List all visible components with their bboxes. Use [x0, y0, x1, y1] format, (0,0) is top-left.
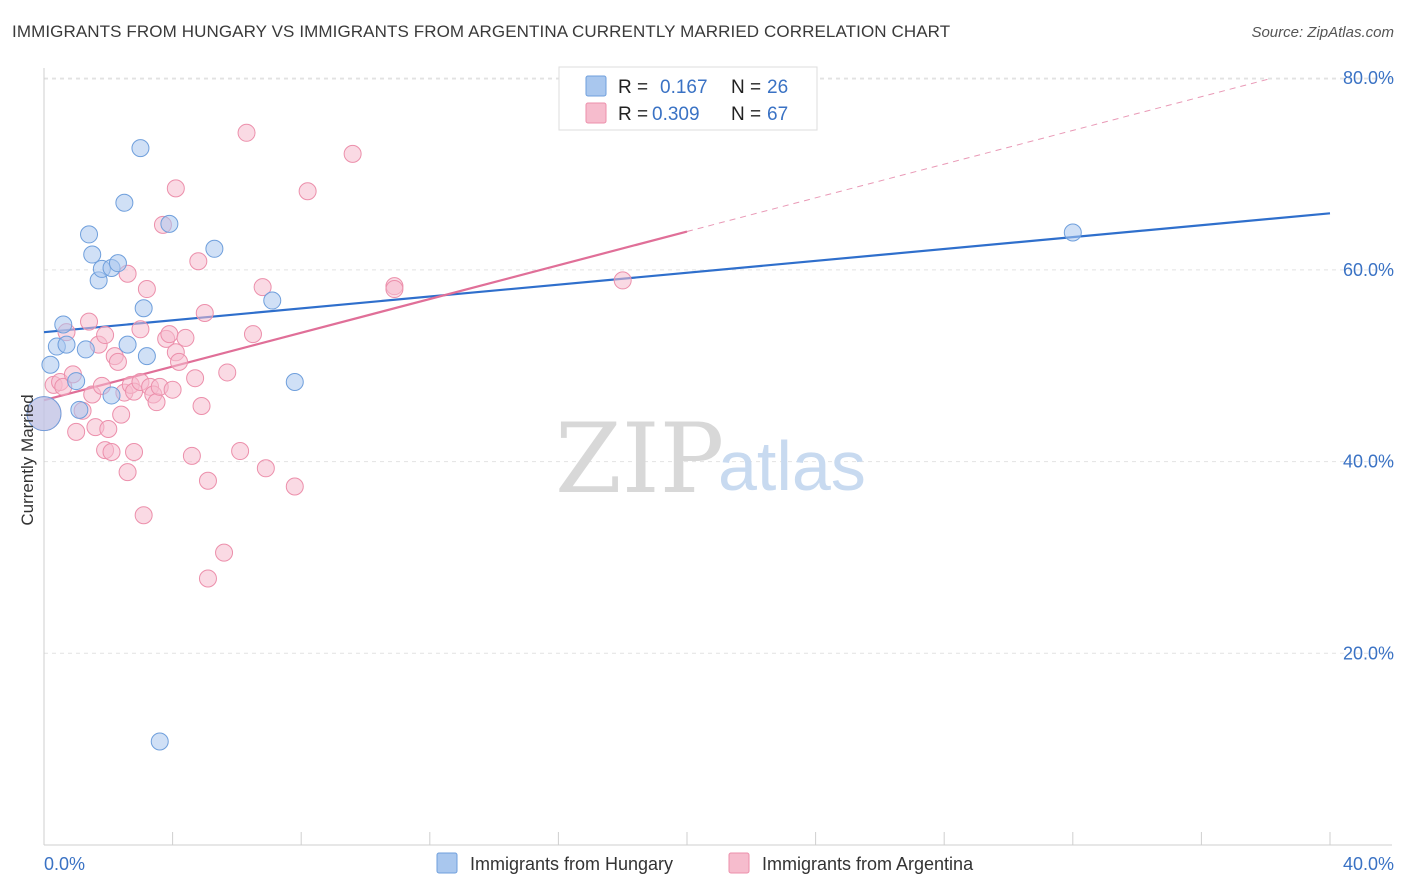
argentina-n-label: N =: [731, 104, 761, 125]
hungary-swatch: [585, 75, 607, 97]
argentina-point: [385, 280, 404, 299]
hungary-point: [150, 732, 169, 751]
chart-title: IMMIGRANTS FROM HUNGARY VS IMMIGRANTS FR…: [12, 22, 951, 41]
argentina-point: [170, 352, 189, 371]
argentina-r-label: R =: [618, 104, 648, 125]
argentina-point: [298, 182, 317, 201]
argentina-point: [163, 380, 182, 399]
hungary-point: [76, 340, 95, 359]
argentina-point: [186, 369, 205, 388]
hungary-point: [160, 214, 179, 233]
gridlines: [44, 77, 1392, 654]
argentina-point: [198, 569, 217, 588]
argentina-point: [253, 278, 272, 297]
trend-lines: [43, 77, 1331, 402]
y-tick-labels: 20.0% 40.0% 60.0% 80.0%: [1343, 68, 1394, 663]
hungary-point: [263, 291, 282, 310]
argentina-point: [99, 419, 118, 438]
argentina-point: [237, 123, 256, 142]
argentina-point: [160, 325, 179, 344]
watermark-zip: ZIP: [555, 403, 724, 515]
argentina-point: [118, 463, 137, 482]
hungary-trend-line: [43, 212, 1331, 334]
y-tick-label: 60.0%: [1343, 260, 1394, 280]
hungary-n-label: N =: [731, 77, 761, 98]
hungary-point: [54, 315, 73, 334]
hungary-point: [41, 355, 60, 374]
series-legend: Immigrants from Hungary Immigrants from …: [436, 852, 974, 874]
argentina-point: [285, 477, 304, 496]
legend-argentina-swatch: [728, 852, 750, 874]
hungary-point: [205, 239, 224, 258]
argentina-point: [102, 443, 121, 461]
hungary-n-value: 26: [767, 77, 788, 98]
hungary-point: [102, 386, 121, 405]
y-axis-label: Currently Married: [18, 394, 37, 525]
argentina-point: [80, 312, 99, 331]
watermark: ZIP atlas: [555, 403, 866, 515]
argentina-point: [131, 320, 150, 339]
argentina-point: [195, 304, 214, 323]
argentina-trend-line: [43, 230, 688, 402]
hungary-point: [26, 396, 62, 432]
argentina-point: [134, 506, 153, 525]
hungary-point: [115, 193, 134, 212]
legend-argentina-label: Immigrants from Argentina: [762, 854, 974, 874]
hungary-point: [118, 335, 137, 354]
hungary-point: [80, 225, 99, 244]
x-tick-label-min: 0.0%: [44, 854, 85, 874]
argentina-point: [231, 442, 250, 461]
argentina-point: [343, 144, 362, 163]
argentina-point: [182, 446, 201, 465]
hungary-point: [67, 372, 86, 391]
hungary-point: [137, 347, 156, 366]
hungary-point: [285, 373, 304, 392]
data-points: [26, 123, 1082, 751]
hungary-r-value: 0.167: [660, 77, 708, 98]
axes: [43, 68, 1392, 846]
argentina-point: [613, 271, 632, 290]
argentina-point: [67, 422, 86, 441]
argentina-r-value: 0.309: [652, 104, 700, 125]
stats-legend: R = 0.167 N = 26 R = 0.309 N = 67: [558, 66, 818, 131]
argentina-point: [198, 471, 217, 490]
hungary-point: [1063, 223, 1082, 242]
argentina-point: [96, 326, 115, 345]
argentina-point: [166, 179, 185, 198]
argentina-point: [215, 543, 234, 562]
hungary-point: [131, 139, 150, 158]
argentina-swatch: [585, 102, 607, 124]
y-tick-label: 20.0%: [1343, 643, 1394, 663]
y-tick-label: 80.0%: [1343, 68, 1394, 88]
x-tick-label-max: 40.0%: [1343, 854, 1394, 874]
watermark-atlas: atlas: [718, 427, 866, 505]
argentina-point: [125, 443, 144, 461]
argentina-point: [243, 325, 262, 344]
argentina-n-value: 67: [767, 104, 788, 125]
y-tick-label: 40.0%: [1343, 452, 1394, 472]
hungary-point: [108, 254, 127, 273]
hungary-r-label: R =: [618, 77, 648, 98]
argentina-trend-extension: [686, 77, 1273, 233]
source-credit: Source: ZipAtlas.com: [1251, 24, 1394, 41]
argentina-point: [218, 363, 237, 382]
hungary-point: [134, 299, 153, 318]
argentina-point: [112, 405, 131, 424]
argentina-point: [137, 280, 156, 299]
hungary-point: [70, 400, 89, 419]
hungary-point: [57, 335, 76, 354]
argentina-point: [192, 396, 211, 415]
argentina-point: [108, 352, 127, 371]
legend-hungary-swatch: [436, 852, 458, 874]
argentina-point: [189, 252, 208, 271]
argentina-point: [256, 459, 275, 478]
argentina-point: [147, 393, 166, 412]
legend-hungary-label: Immigrants from Hungary: [470, 854, 673, 874]
argentina-point: [176, 328, 195, 347]
hungary-point: [83, 245, 102, 264]
